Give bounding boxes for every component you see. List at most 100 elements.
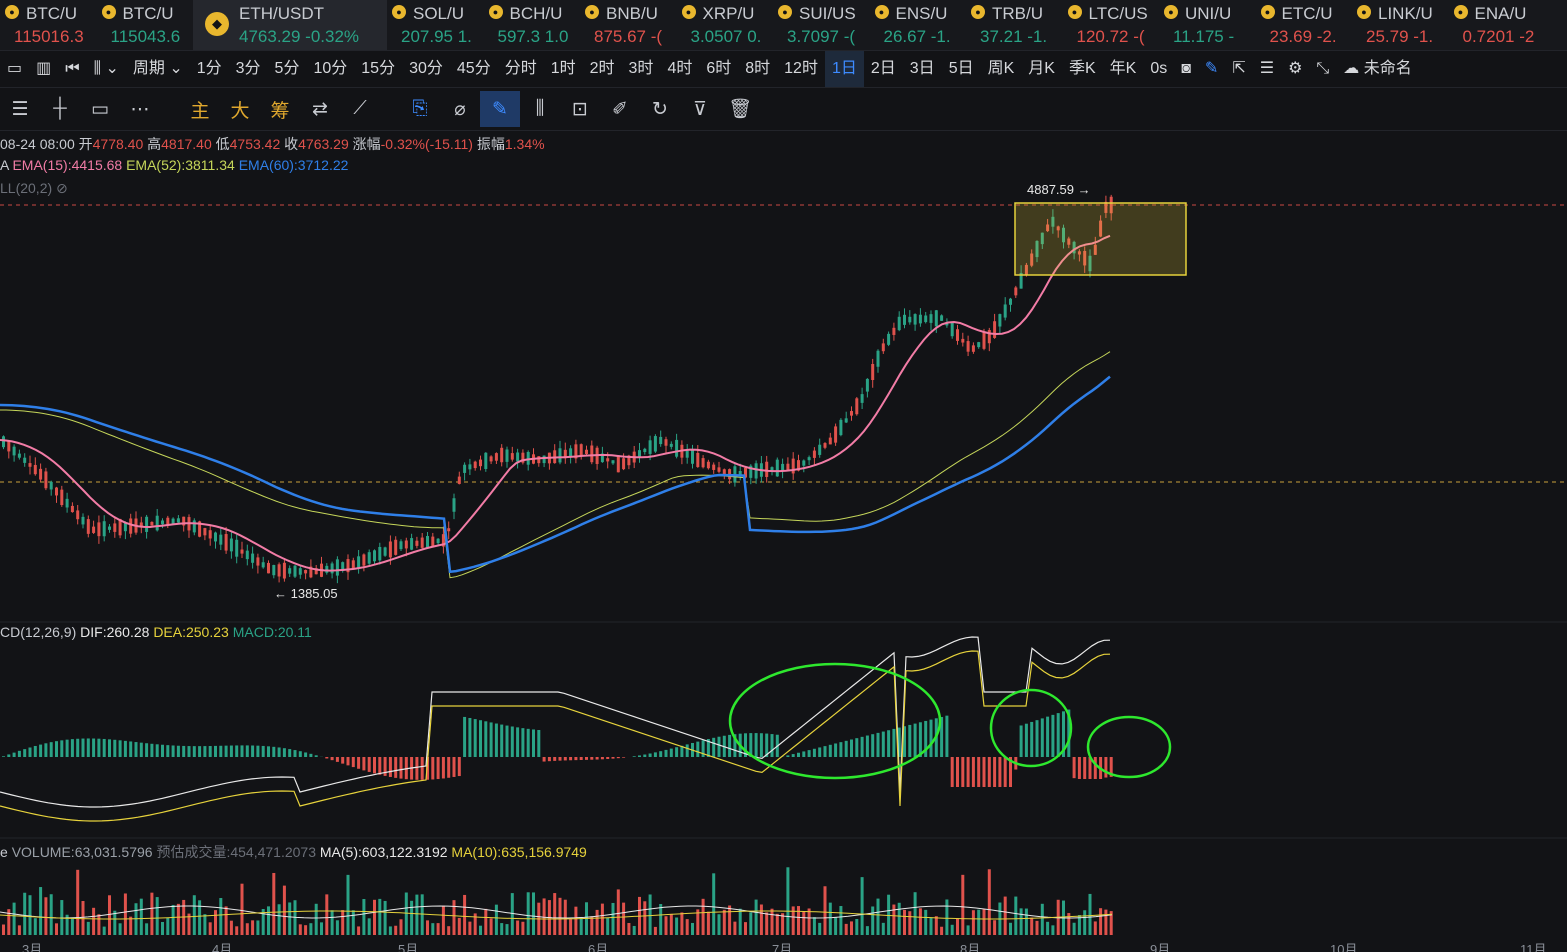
menu-icon[interactable]: ☰ <box>11 98 29 120</box>
horizontal-line-icon[interactable]: ┼ <box>53 98 67 119</box>
swap-icon[interactable]: ⇄ <box>312 98 328 120</box>
main-chart-button[interactable]: 主 <box>190 100 210 122</box>
candle-body <box>600 453 604 463</box>
period-23[interactable]: 年K <box>1109 60 1137 77</box>
ticker-11[interactable]: ● UNI/U 11.175 - <box>1159 0 1256 50</box>
ticker-12[interactable]: ● ETC/U 23.69 -2. <box>1256 0 1353 50</box>
ticker-name: SUI/US <box>799 4 856 23</box>
period-8[interactable]: 分时 <box>504 60 537 77</box>
volume-bar <box>7 909 11 935</box>
period-19[interactable]: 5日 <box>948 60 974 77</box>
volume-bar <box>701 898 705 935</box>
ticker-price: 3.0507 0. <box>690 27 762 46</box>
period-9[interactable]: 1时 <box>550 60 576 77</box>
macd-bar <box>235 745 239 757</box>
calendar-icon[interactable]: ▭ <box>7 60 23 77</box>
chip-distribution-button[interactable]: 筹 <box>270 100 290 122</box>
ticker-14[interactable]: ● ENA/U 0.7201 -2 <box>1449 0 1546 50</box>
ticker-9[interactable]: ● TRB/U 37.21 -1. <box>966 0 1063 50</box>
magnet-icon[interactable]: ↻ <box>652 98 668 120</box>
bookmark-icon[interactable]: ⎘ <box>412 98 428 119</box>
macd-bar <box>749 733 753 757</box>
period-5[interactable]: 15分 <box>361 60 396 77</box>
candle-body <box>606 458 610 462</box>
period-18[interactable]: 3日 <box>909 60 935 77</box>
list-icon[interactable]: ☰ <box>1259 60 1275 77</box>
ruler-icon[interactable]: ⌀ <box>454 98 466 120</box>
camera-icon[interactable]: ◙ <box>1181 60 1191 77</box>
period-7[interactable]: 45分 <box>456 60 491 77</box>
volume-bar <box>251 920 255 935</box>
period-6[interactable]: 30分 <box>409 60 443 77</box>
ticker-4[interactable]: ● BCH/U 597.3 1.0 <box>484 0 581 50</box>
period-17[interactable]: 2日 <box>870 60 896 77</box>
candle-body <box>134 518 138 533</box>
volume-bar <box>1035 920 1039 935</box>
volume-bar <box>330 910 334 935</box>
candle-tool-icon[interactable]: ⫼ <box>535 98 545 119</box>
macd-bar <box>229 745 233 757</box>
ticker-6[interactable]: ● XRP/U 3.0507 0. <box>677 0 774 50</box>
rectangle-icon[interactable]: ▭ <box>91 98 109 120</box>
more-icon[interactable]: ⋯ <box>130 98 150 120</box>
period-14[interactable]: 8时 <box>745 60 771 77</box>
macd-bar <box>918 722 922 757</box>
period-0[interactable]: 周期 ⌄ <box>132 60 183 77</box>
lock-icon[interactable]: ⊡ <box>572 98 588 120</box>
edit-icon[interactable]: ✐ <box>612 98 628 120</box>
settings-icon[interactable]: ⚙ <box>1288 60 1303 77</box>
draw-tool-icon[interactable]: ✎ <box>480 91 520 127</box>
big-order-button[interactable]: 大 <box>230 100 250 122</box>
filter-icon[interactable]: ⊽ <box>693 98 707 120</box>
ticker-7[interactable]: ● SUI/US 3.7097 -( <box>773 0 870 50</box>
cloud-save-button[interactable]: ☁ 未命名 <box>1336 51 1418 87</box>
period-10[interactable]: 2时 <box>589 60 615 77</box>
period-12[interactable]: 4时 <box>667 60 693 77</box>
volume-bar <box>977 909 981 935</box>
ticker-2[interactable]: ◆ ETH/USDT 4763.29 -0.32% <box>193 0 387 50</box>
period-21[interactable]: 月K <box>1028 60 1055 77</box>
period-24[interactable]: 0s <box>1150 60 1168 77</box>
period-13[interactable]: 6时 <box>706 60 732 77</box>
candle-body <box>447 528 451 532</box>
pen-icon[interactable]: ✎ <box>1204 60 1219 77</box>
eye-off-icon[interactable]: ⊘ <box>56 180 68 196</box>
coin-icon: ● <box>971 5 985 19</box>
candle-body <box>802 460 806 466</box>
ticker-5[interactable]: ● BNB/U 875.67 -( <box>580 0 677 50</box>
period-15[interactable]: 12时 <box>784 60 818 77</box>
candle-body <box>569 448 573 458</box>
trash-icon[interactable]: 🗑 <box>727 99 753 120</box>
macd-bar <box>198 746 202 757</box>
share-icon[interactable]: ⇱ <box>1232 60 1246 77</box>
ticker-price: 0.7201 -2 <box>1462 27 1535 46</box>
ticker-13[interactable]: ● LINK/U 25.79 -1. <box>1352 0 1449 50</box>
fullscreen-icon[interactable]: ⤡ <box>1316 60 1330 77</box>
candle-type-dropdown[interactable]: ⫼ ⌄ <box>93 60 119 77</box>
volume-bar <box>855 919 859 935</box>
volume-bar <box>277 904 281 935</box>
macd-bar <box>44 743 48 757</box>
period-3[interactable]: 5分 <box>274 60 300 77</box>
period-11[interactable]: 3时 <box>628 60 654 77</box>
candle-body <box>812 450 816 458</box>
macd-bar <box>839 742 843 757</box>
macd-bar <box>717 736 721 757</box>
period-20[interactable]: 周K <box>987 60 1015 77</box>
period-22[interactable]: 季K <box>1068 60 1096 77</box>
trend-tool-icon[interactable]: ⟋ <box>353 98 367 119</box>
candle-body <box>505 449 509 462</box>
layout-icon[interactable]: ▥ <box>36 60 52 77</box>
ticker-0[interactable]: ● BTC/U 115016.3 <box>0 0 97 50</box>
volume-bar <box>55 923 58 935</box>
ticker-1[interactable]: ● BTC/U 115043.6 <box>97 0 194 50</box>
period-4[interactable]: 10分 <box>313 60 348 77</box>
period-1[interactable]: 1分 <box>196 60 222 77</box>
rewind-icon[interactable]: ⏮ <box>65 60 80 77</box>
period-16[interactable]: 1日 <box>824 51 864 87</box>
ticker-10[interactable]: ● LTC/US 120.72 -( <box>1063 0 1160 50</box>
ticker-3[interactable]: ● SOL/U 207.95 1. <box>387 0 484 50</box>
ticker-8[interactable]: ● ENS/U 26.67 -1. <box>870 0 967 50</box>
period-2[interactable]: 3分 <box>235 60 261 77</box>
volume-bar <box>267 906 270 935</box>
